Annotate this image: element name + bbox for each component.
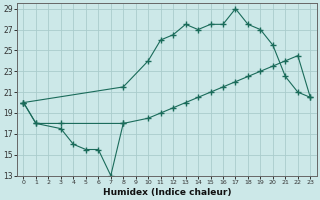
X-axis label: Humidex (Indice chaleur): Humidex (Indice chaleur): [103, 188, 231, 197]
